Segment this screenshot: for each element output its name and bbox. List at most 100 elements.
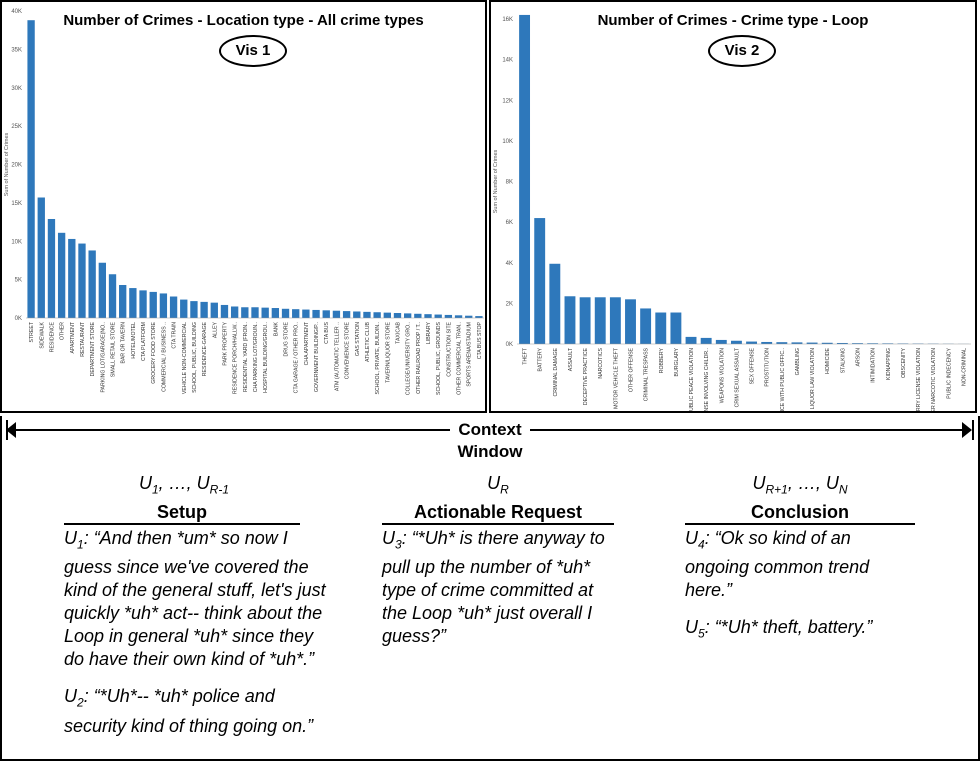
conclusion-utterance-range: UR+1, …, UN [685,472,915,501]
vis1-category-label: SCHOOL, PUBLIC, BUILDING [192,322,198,393]
vis1-category-label: RESIDENCE PORCH/HALLW.. [233,322,239,394]
utterance-3-sub: 3 [395,537,402,552]
vis2-category-label: PUBLIC INDECENCY [946,347,952,398]
vis1-category-label: CHA PARKING LOT/GROUN.. [253,322,259,392]
vis1-category-label: RESIDENTIAL YARD (FRON.. [243,322,249,392]
utterance-5-u: U [685,617,698,638]
vis2-category-label: STALKING [840,348,846,373]
vis2-bar [852,343,863,344]
vis2-bar [594,297,606,344]
vis1-category-label: TAXICAB [395,321,401,343]
conclusion-utterances: U4: “Ok so kind of an ongoing common tre… [685,527,915,646]
vis2-category-label: MOTOR VEHICLE THEFT [613,347,619,409]
vis1-category-label: LIBRARY [426,321,432,344]
vis1-bar [68,238,76,318]
range-end-cap [972,420,974,440]
conclusion-heading: Conclusion [685,501,915,525]
vis1-category-label: COLLEGE/UNIVERSITY GRO.. [406,322,412,395]
vis1-category-label: OTHER RAILROAD PROP / T.. [416,322,422,394]
setup-column: U1, …, UR-1 Setup U1: “And then *um* so … [64,472,334,752]
setup-u-mid: , …, U [158,473,210,493]
vis1-label: Vis 1 [219,35,287,67]
vis1-bar [332,310,341,318]
vis2-y-tick-label: 16K [502,17,513,23]
vis2-y-tick-label: 6K [506,220,513,226]
vis1-bar [98,262,106,318]
vis2-bar [746,341,758,344]
vis1-category-label: ATHLETIC CLUB [365,321,371,362]
vis1-bar [27,20,35,319]
utterance-4-u: U [685,527,698,548]
context-title-line1: Context [450,419,530,441]
vis2-category-label: PUBLIC PEACE VIOLATION [689,348,695,411]
vis1-bar [312,309,320,318]
vis2-title: Number of Crimes - Crime type - Loop [597,12,869,29]
vis1-bar [78,243,86,318]
vis1-bar [363,311,371,318]
vis1-bar [119,284,127,318]
utterance-2: U2: “*Uh*-- *uh* police and security kin… [64,685,334,738]
setup-utterances: U1: “And then *um* so now I guess since … [64,527,334,738]
request-u: U [487,473,501,493]
vis2-category-label: CRIMINAL TRESPASS [644,347,650,401]
vis1-category-label: SPORTS ARENA/STADIUM [467,322,473,387]
vis1-panel: Number of Crimes - Location type - All c… [0,0,487,413]
vis1-category-label: CTA GARAGE / OTHER PRO.. [294,322,300,393]
vis1-category-label: BAR OR TAVERN [121,322,127,364]
vis2-category-label: LIQUOR LAW VIOLATION [810,348,816,409]
utterance-2-sub: 2 [77,695,84,710]
vis2-bar [640,308,652,344]
vis1-category-label: SCHOOL, PRIVATE, BUILDIN.. [375,322,381,394]
vis1-category-label: BANK [273,321,279,336]
vis1-category-label: TAVERN/LIQUOR STORE [385,321,391,382]
vis1-y-tick-label: 35K [11,47,22,53]
vis1-bar [454,315,463,318]
context-window-title: Context Window [2,419,978,463]
vis1-category-label: RESIDENCE-GARAGE [202,321,208,376]
utterance-5-text: : “*Uh* theft, battery.” [704,617,873,638]
vis2-bar [791,342,803,344]
utterance-5-sub: 5 [698,626,705,641]
setup-u-sub1: 1 [151,482,159,497]
utterance-3-text: : “*Uh* is there anyway to pull up the n… [382,527,605,647]
vis2-category-label: INTERFERENCE WITH PUBLIC OFFIC.. [780,348,786,411]
vis2-category-label: HOMICIDE [825,347,831,373]
vis1-bar [200,301,208,318]
vis1-category-label: CTA BUS STOP [477,321,483,359]
vis1-bar [37,197,45,318]
vis1-category-label: ALLEY [212,321,218,338]
vis1-bar [353,311,361,318]
vis1-y-tick-label: 40K [11,9,22,15]
conclusion-column: UR+1, …, UN Conclusion U4: “Ok so kind o… [685,472,915,660]
utterance-4: U4: “Ok so kind of an ongoing common tre… [685,527,915,603]
vis1-bar [271,308,280,318]
vis1-category-label: CONVENIENCE STORE [345,321,351,379]
vis1-category-label: RESTAURANT [80,321,86,357]
vis2-bar [821,342,833,344]
context-window: Context Window U1, …, UR-1 Setup U1: “An… [0,416,980,761]
vis2-bar [761,341,773,344]
vis1-bar [108,274,117,318]
vis1-y-tick-label: 10K [11,239,22,245]
vis2-category-label: DECEPTIVE PRACTICE [583,347,589,405]
vis2-category-label: CONCEALED CARRY LICENSE VIOLATION [916,348,922,411]
vis2-category-label: GAMBLING [795,348,801,375]
utterance-4-sub: 4 [698,537,705,552]
vis1-bar [434,314,442,318]
conclusion-u: U [752,473,766,493]
vis1-y-tick-label: 5K [15,278,22,284]
vis1-bar [251,307,259,318]
vis1-bar [47,218,56,318]
utterance-1-u: U [64,527,77,548]
vis2-category-label: OFFENSE INVOLVING CHILDR.. [704,348,710,411]
right-arrow-icon [962,422,972,438]
vis1-category-label: PARK PROPERTY [222,321,228,365]
vis2-category-label: OTHER OFFENSE [629,347,635,392]
vis1-category-label: GAS STATION [355,322,361,356]
context-title-line2: Window [457,442,523,461]
vis1-bar [444,314,453,318]
vis2-bar [882,343,894,344]
vis1-category-label: SMALL RETAIL STORE [111,321,117,377]
utterance-4-text: : “Ok so kind of an ongoing common trend… [685,527,870,601]
vis1-bar [220,304,229,318]
